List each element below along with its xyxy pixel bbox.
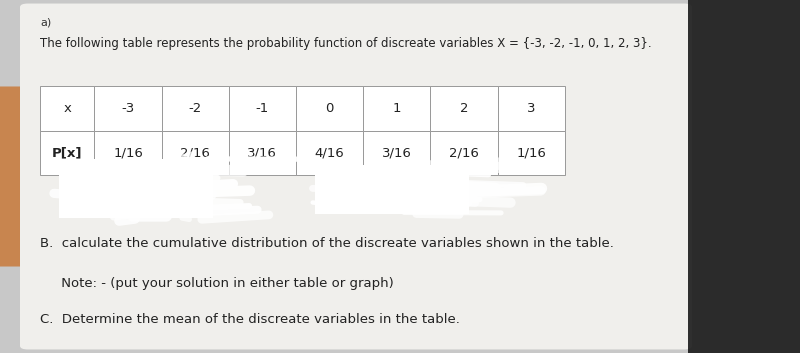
Bar [296,131,363,175]
Text: 2/16: 2/16 [180,146,210,159]
Bar [498,86,565,131]
Bar [430,86,498,131]
Text: The following table represents the probability function of discreate variables X: The following table represents the proba… [40,37,652,50]
FancyBboxPatch shape [0,86,40,267]
Text: 1: 1 [393,102,401,115]
Bar [363,131,430,175]
Text: -3: -3 [122,102,134,115]
Bar [229,86,296,131]
Bar [229,131,296,175]
Bar [94,131,162,175]
Bar [59,158,213,218]
Text: 4/16: 4/16 [314,146,345,159]
FancyBboxPatch shape [20,4,692,349]
Text: x: x [63,102,71,115]
Text: 0: 0 [326,102,334,115]
Text: C.  Determine the mean of the discreate variables in the table.: C. Determine the mean of the discreate v… [40,313,460,326]
Bar [498,131,565,175]
Text: 2: 2 [460,102,468,115]
Text: a): a) [40,17,51,28]
Bar [40,131,94,175]
Bar [363,86,430,131]
Bar [40,86,94,131]
Text: 3/16: 3/16 [382,146,412,159]
Text: B.  calculate the cumulative distribution of the discreate variables shown in th: B. calculate the cumulative distribution… [40,237,614,250]
Bar [94,86,162,131]
Bar [315,165,469,214]
Bar [162,131,229,175]
Text: 2/16: 2/16 [449,146,479,159]
Bar [162,86,229,131]
Text: 3/16: 3/16 [247,146,278,159]
Text: Note: - (put your solution in either table or graph): Note: - (put your solution in either tab… [40,277,394,290]
FancyBboxPatch shape [688,0,800,353]
Text: -2: -2 [189,102,202,115]
Text: P[x]: P[x] [52,146,82,159]
Bar [296,86,363,131]
Text: 1/16: 1/16 [516,146,546,159]
Text: 3: 3 [527,102,535,115]
Text: 1/16: 1/16 [113,146,143,159]
Text: -1: -1 [256,102,269,115]
Bar [430,131,498,175]
